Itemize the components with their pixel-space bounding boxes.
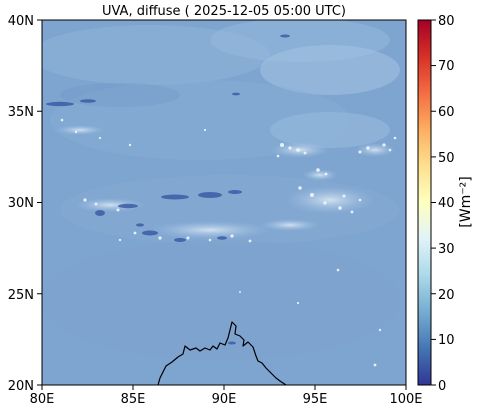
colorbar-gradient bbox=[417, 19, 432, 386]
map-title: UVA, diffuse ( 2025-12-05 05:00 UTC) bbox=[102, 4, 346, 19]
x-tick-label: 100E bbox=[389, 392, 422, 407]
colorbar: 0 10 20 30 40 50 60 70 80 [Wm⁻²] bbox=[417, 14, 474, 394]
y-tick-label: 20N bbox=[8, 379, 34, 394]
x-tick-label: 85E bbox=[121, 392, 146, 407]
y-tick-label: 30N bbox=[8, 196, 34, 211]
y-tick-label: 25N bbox=[8, 288, 34, 303]
colorbar-tick-label: 30 bbox=[438, 242, 455, 257]
x-tick-label: 90E bbox=[212, 392, 237, 407]
colorbar-tick-label: 20 bbox=[438, 288, 455, 303]
coastline bbox=[157, 321, 287, 385]
colorbar-tick-label: 80 bbox=[438, 14, 455, 29]
x-tick-label: 95E bbox=[303, 392, 328, 407]
x-axis: 80E 85E 90E 95E 100E bbox=[30, 385, 423, 407]
colorbar-tick-label: 0 bbox=[438, 379, 446, 394]
cloud-patches bbox=[55, 118, 397, 367]
colorbar-tick-label: 60 bbox=[438, 105, 455, 120]
colorbar-tick-label: 40 bbox=[438, 196, 455, 211]
colorbar-tick-label: 70 bbox=[438, 59, 455, 74]
y-axis: 40N 35N 30N 25N 20N bbox=[8, 14, 42, 394]
colorbar-tick-label: 50 bbox=[438, 151, 455, 166]
colorbar-tick-label: 10 bbox=[438, 333, 455, 348]
colorbar-ticks bbox=[431, 19, 436, 386]
x-tick-label: 80E bbox=[30, 392, 55, 407]
map-panel bbox=[42, 20, 406, 385]
y-tick-label: 35N bbox=[8, 105, 34, 120]
colorbar-label: [Wm⁻²] bbox=[458, 176, 474, 227]
y-tick-label: 40N bbox=[8, 14, 34, 29]
low-value-streaks bbox=[46, 34, 290, 345]
